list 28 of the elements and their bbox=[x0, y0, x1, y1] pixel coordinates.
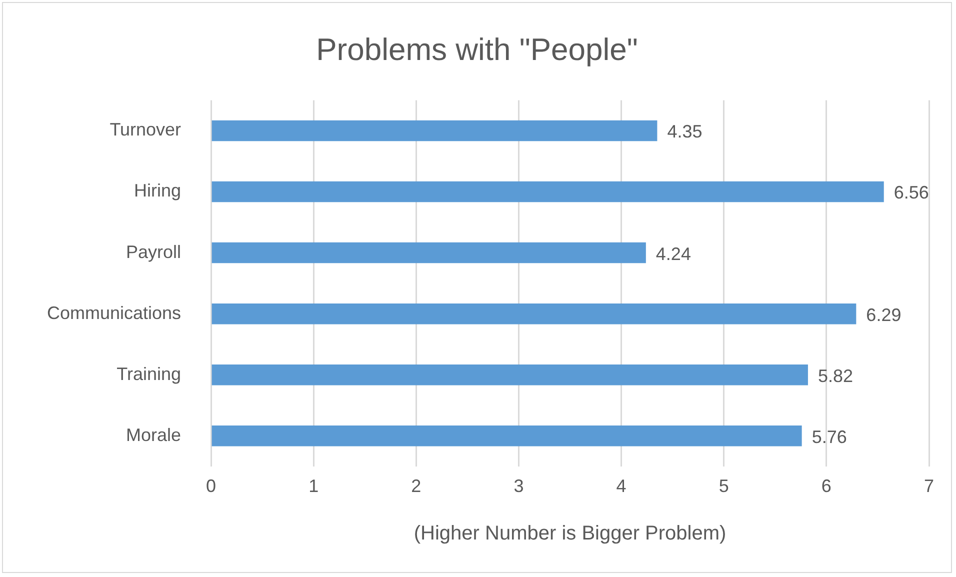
bar bbox=[212, 181, 884, 202]
y-tick-label: Morale bbox=[126, 424, 182, 445]
y-tick-label: Turnover bbox=[110, 120, 182, 140]
chart-title: Problems with "People" bbox=[316, 32, 638, 68]
x-tick-label: 6 bbox=[821, 476, 832, 496]
data-label: 6.29 bbox=[866, 304, 902, 325]
data-label: 6.56 bbox=[894, 182, 929, 203]
x-tick-label: 5 bbox=[718, 476, 729, 496]
bar bbox=[212, 303, 856, 324]
x-tick-label: 4 bbox=[616, 476, 626, 496]
x-tick-label: 1 bbox=[308, 476, 319, 496]
x-axis-title: (Higher Number is Bigger Problem) bbox=[414, 522, 726, 545]
data-label: 5.82 bbox=[818, 366, 854, 386]
y-tick-label: Hiring bbox=[134, 180, 182, 201]
x-tick-label: 7 bbox=[924, 476, 934, 496]
x-tick-label: 3 bbox=[514, 476, 524, 496]
x-tick-label: 2 bbox=[411, 476, 422, 496]
y-tick-label: Communications bbox=[46, 302, 182, 323]
data-label: 4.35 bbox=[667, 122, 702, 142]
bar bbox=[212, 242, 646, 264]
bar bbox=[212, 120, 658, 142]
y-tick-label: Training bbox=[116, 364, 182, 384]
data-label: 4.24 bbox=[656, 244, 691, 264]
x-tick-label: 0 bbox=[206, 476, 216, 496]
bar bbox=[212, 426, 802, 446]
bar bbox=[212, 364, 808, 386]
data-label: 5.76 bbox=[812, 426, 847, 447]
y-tick-label: Payroll bbox=[126, 242, 182, 262]
